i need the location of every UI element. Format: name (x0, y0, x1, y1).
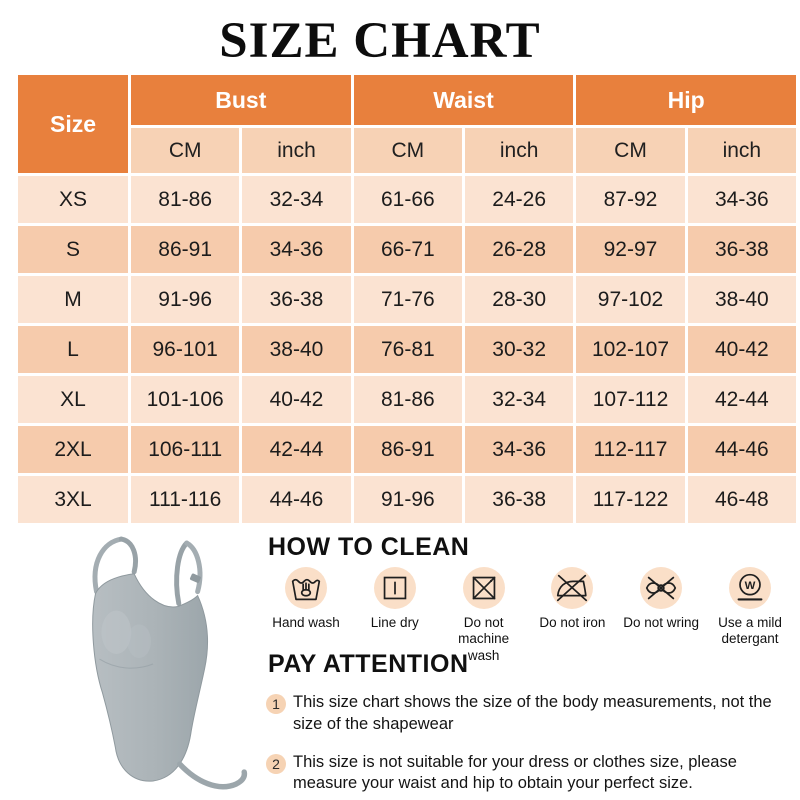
size-label: XL (18, 376, 128, 423)
note-2-text: This size is not suitable for your dress… (293, 752, 737, 793)
size-label: L (18, 326, 128, 373)
svg-text:W: W (745, 580, 756, 592)
do-not-machine-wash-icon (462, 567, 505, 609)
table-cell: 61-66 (353, 176, 462, 223)
care-icons-row: Hand wash Line dry Do not machine wa (264, 567, 792, 664)
table-cell: 38-40 (687, 276, 796, 323)
table-cell: 36-38 (687, 226, 796, 273)
care-label: Line dry (370, 615, 419, 630)
table-cell: 26-28 (465, 226, 574, 273)
table-cell: 34-36 (242, 226, 351, 273)
table-cell: 96-101 (131, 326, 240, 373)
page-title: SIZE CHART (219, 13, 541, 69)
care-item-line-dry: Line dry (353, 567, 437, 664)
care-label: Hand wash (272, 615, 340, 630)
table-cell: 44-46 (242, 476, 351, 523)
table-cell: 40-42 (242, 376, 351, 423)
table-cell: 76-81 (353, 326, 462, 373)
table-cell: 42-44 (242, 426, 351, 473)
do-not-iron-icon (551, 567, 594, 609)
table-cell: 40-42 (687, 326, 796, 373)
pay-attention-heading: PAY ATTENTION (268, 650, 469, 678)
note-1-text: This size chart shows the size of the bo… (293, 693, 772, 733)
line-dry-icon (373, 567, 416, 609)
note-2-badge: 2 (266, 753, 286, 774)
table-cell: 112-117 (576, 426, 685, 473)
size-table: Size Bust Waist Hip CM inch CM inch CM i… (18, 75, 796, 523)
col-header-bust: Bust (131, 75, 351, 125)
table-cell: 32-34 (242, 176, 351, 223)
table-cell: 81-86 (131, 176, 240, 223)
unit-header: CM (131, 128, 240, 173)
table-cell: 111-116 (131, 476, 240, 523)
table-cell: 36-38 (242, 276, 351, 323)
care-label: Use a mild detergant (718, 615, 782, 647)
table-cell: 91-96 (353, 476, 462, 523)
table-cell: 36-38 (465, 476, 574, 523)
unit-header: inch (242, 128, 351, 173)
table-cell: 42-44 (687, 376, 796, 423)
table-cell: 44-46 (687, 426, 796, 473)
note-item-2: 2 This size is not suitable for your dre… (266, 752, 792, 796)
col-header-hip: Hip (576, 75, 796, 125)
care-item-no-iron: Do not iron (530, 567, 614, 664)
table-cell: 24-26 (465, 176, 574, 223)
table-cell: 107-112 (576, 376, 685, 423)
size-label: 2XL (18, 426, 128, 473)
care-item-no-machine-wash: Do not machine wash (442, 567, 526, 664)
table-cell: 46-48 (687, 476, 796, 523)
care-item-hand-wash: Hand wash (264, 567, 348, 664)
care-label: Do not machine wash (458, 615, 510, 663)
unit-header: CM (353, 128, 462, 173)
table-cell: 66-71 (353, 226, 462, 273)
table-cell: 86-91 (131, 226, 240, 273)
how-to-clean-heading: HOW TO CLEAN (268, 533, 470, 561)
table-cell: 32-34 (465, 376, 574, 423)
table-cell: 102-107 (576, 326, 685, 373)
table-cell: 101-106 (131, 376, 240, 423)
care-label: Do not iron (539, 615, 606, 630)
table-cell: 87-92 (576, 176, 685, 223)
table-cell: 71-76 (353, 276, 462, 323)
do-not-wring-icon (640, 567, 683, 609)
attention-notes: 1 This size chart shows the size of the … (266, 692, 792, 800)
table-cell: 92-97 (576, 226, 685, 273)
table-cell: 34-36 (465, 426, 574, 473)
note-1-badge: 1 (266, 694, 286, 714)
table-cell: 38-40 (242, 326, 351, 373)
size-label: M (18, 276, 128, 323)
col-header-waist: Waist (353, 75, 574, 125)
table-cell: 106-111 (131, 426, 240, 473)
mild-detergent-icon: W (728, 567, 771, 609)
size-label: XS (18, 176, 128, 223)
unit-header: CM (576, 128, 685, 173)
table-cell: 34-36 (687, 176, 796, 223)
table-cell: 30-32 (465, 326, 574, 373)
unit-header: inch (465, 128, 574, 173)
care-item-no-wring: Do not wring (619, 567, 703, 664)
size-label: S (18, 226, 128, 273)
table-cell: 91-96 (131, 276, 240, 323)
size-label: 3XL (18, 476, 128, 523)
care-item-mild-detergent: W Use a mild detergant (708, 567, 792, 664)
note-item-1: 1 This size chart shows the size of the … (266, 692, 792, 736)
table-cell: 86-91 (353, 426, 462, 473)
col-header-size: Size (18, 75, 128, 173)
table-cell: 81-86 (353, 376, 462, 423)
table-cell: 28-30 (465, 276, 574, 323)
bodysuit-image (40, 530, 268, 800)
table-cell: 117-122 (576, 476, 685, 523)
unit-header: inch (687, 128, 796, 173)
care-label: Do not wring (623, 615, 700, 630)
hand-wash-icon (285, 567, 327, 609)
table-cell: 97-102 (576, 276, 685, 323)
